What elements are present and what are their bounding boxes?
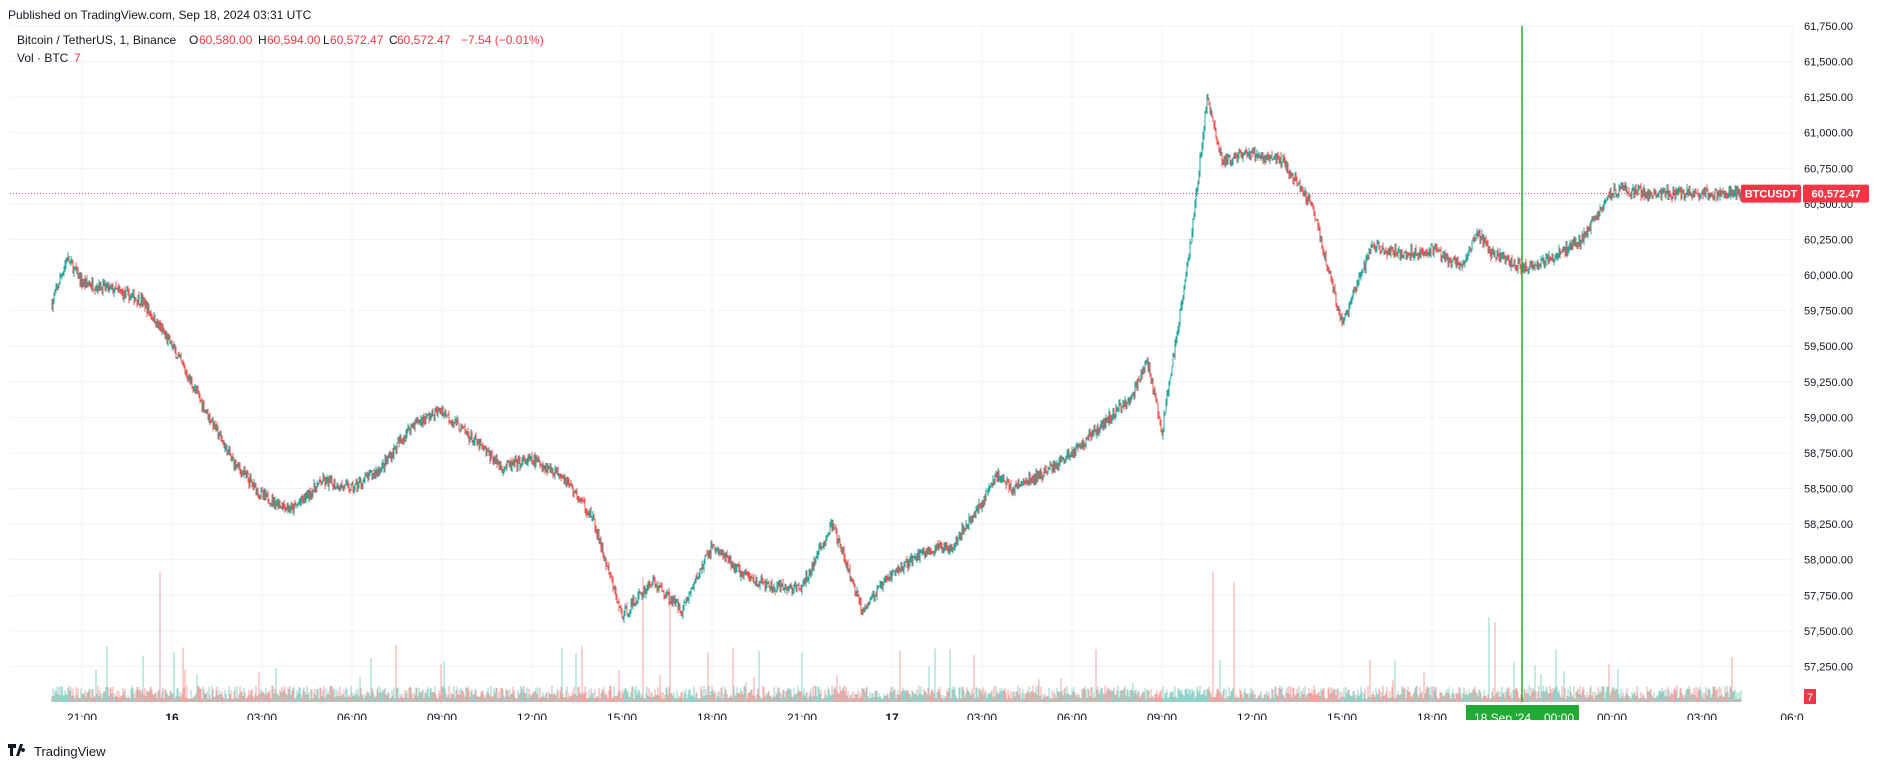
price-tick-label: 58,250.00 — [1804, 519, 1853, 531]
time-tick-label: 15:00 — [607, 711, 637, 720]
svg-text:7: 7 — [1807, 692, 1813, 704]
published-caption: Published on TradingView.com, Sep 18, 20… — [8, 8, 312, 22]
legend-high-value: 60,594.00 — [267, 33, 321, 47]
time-tick-label: 17 — [885, 711, 899, 720]
time-tick-label: 18:00 — [1417, 711, 1447, 720]
price-tick-label: 59,000.00 — [1804, 412, 1853, 424]
price-tick-label: 59,250.00 — [1804, 377, 1853, 389]
tradingview-logo-icon — [8, 743, 28, 760]
volume-tag: 7 — [1804, 689, 1816, 704]
legend-open-label: O — [189, 33, 198, 47]
time-tick-label: 12:00 — [1237, 711, 1267, 720]
legend-change: −7.54 (−0.01%) — [461, 33, 544, 47]
footer-brand: TradingView — [34, 744, 106, 759]
legend-volume-value: 7 — [74, 51, 81, 65]
time-tick-label: 09:00 — [1147, 711, 1177, 720]
price-tick-label: 57,250.00 — [1804, 661, 1853, 673]
time-tick-label: 09:00 — [427, 711, 457, 720]
price-tag-symbol: BTCUSDT — [1745, 189, 1798, 201]
grid — [10, 25, 1795, 702]
legend: Bitcoin / TetherUS, 1, Binance O 60,580.… — [17, 33, 544, 65]
time-tick-label: 03:00 — [1687, 711, 1717, 720]
price-tick-label: 58,000.00 — [1804, 555, 1853, 567]
price-tick-label: 57,500.00 — [1804, 626, 1853, 638]
legend-low-label: L — [323, 33, 330, 47]
price-chart[interactable]: 61,750.00 61,500.00 61,250.00 61,000.00 60,7… — [0, 0, 1882, 720]
price-tick-label: 59,750.00 — [1804, 306, 1853, 318]
price-tag-value: 60,572.47 — [1812, 189, 1861, 201]
footer[interactable]: TradingView — [8, 743, 106, 760]
crosshair-time-label: 18 Sep '24 00:00 — [1466, 705, 1579, 720]
price-scale-background — [1795, 26, 1882, 702]
legend-close-label: C — [389, 33, 398, 47]
time-scale[interactable]: 21:00 16 03:00 06:00 09:00 12:00 15:00 18:00 21:… — [67, 711, 1804, 720]
crosshair-time: 00:00 — [1544, 711, 1574, 720]
legend-close-value: 60,572.47 — [397, 33, 451, 47]
price-scale[interactable]: 61,750.00 61,500.00 61,250.00 61,000.00 60,7… — [1804, 21, 1853, 673]
price-tick-label: 57,750.00 — [1804, 590, 1853, 602]
time-tick-label: 15:00 — [1327, 711, 1357, 720]
price-tick-label: 60,000.00 — [1804, 270, 1853, 282]
time-tick-label: 06:0 — [1780, 711, 1804, 720]
time-tick-label: 18:00 — [697, 711, 727, 720]
time-tick-label: 16 — [165, 711, 179, 720]
time-tick-label: 21:00 — [67, 711, 97, 720]
price-tick-label: 59,500.00 — [1804, 341, 1853, 353]
legend-symbol: Bitcoin / TetherUS, 1, Binance — [17, 33, 177, 47]
legend-volume-label: Vol · BTC — [17, 51, 69, 65]
legend-low-value: 60,572.47 — [330, 33, 384, 47]
time-tick-label: 06:00 — [1057, 711, 1087, 720]
price-tick-label: 61,500.00 — [1804, 57, 1853, 69]
price-tick-label: 60,250.00 — [1804, 234, 1853, 246]
price-tick-label: 58,750.00 — [1804, 448, 1853, 460]
time-tick-label: 06:00 — [337, 711, 367, 720]
volume-bars — [51, 572, 1742, 702]
time-tick-label: 21:00 — [787, 711, 817, 720]
price-tick-label: 60,750.00 — [1804, 163, 1853, 175]
legend-open-value: 60,580.00 — [199, 33, 253, 47]
time-tick-label: 12:00 — [517, 711, 547, 720]
price-tick-label: 58,500.00 — [1804, 484, 1853, 496]
time-tick-label: 03:00 — [967, 711, 997, 720]
time-tick-label: 00:00 — [1597, 711, 1627, 720]
price-tick-label: 61,750.00 — [1804, 21, 1853, 33]
crosshair-date: 18 Sep '24 — [1474, 711, 1531, 720]
price-tick-label: 61,250.00 — [1804, 92, 1853, 104]
price-tag: BTCUSDT 60,572.47 — [1741, 184, 1869, 203]
price-tick-label: 61,000.00 — [1804, 128, 1853, 140]
candles — [51, 93, 1742, 624]
time-tick-label: 03:00 — [247, 711, 277, 720]
legend-high-label: H — [258, 33, 267, 47]
